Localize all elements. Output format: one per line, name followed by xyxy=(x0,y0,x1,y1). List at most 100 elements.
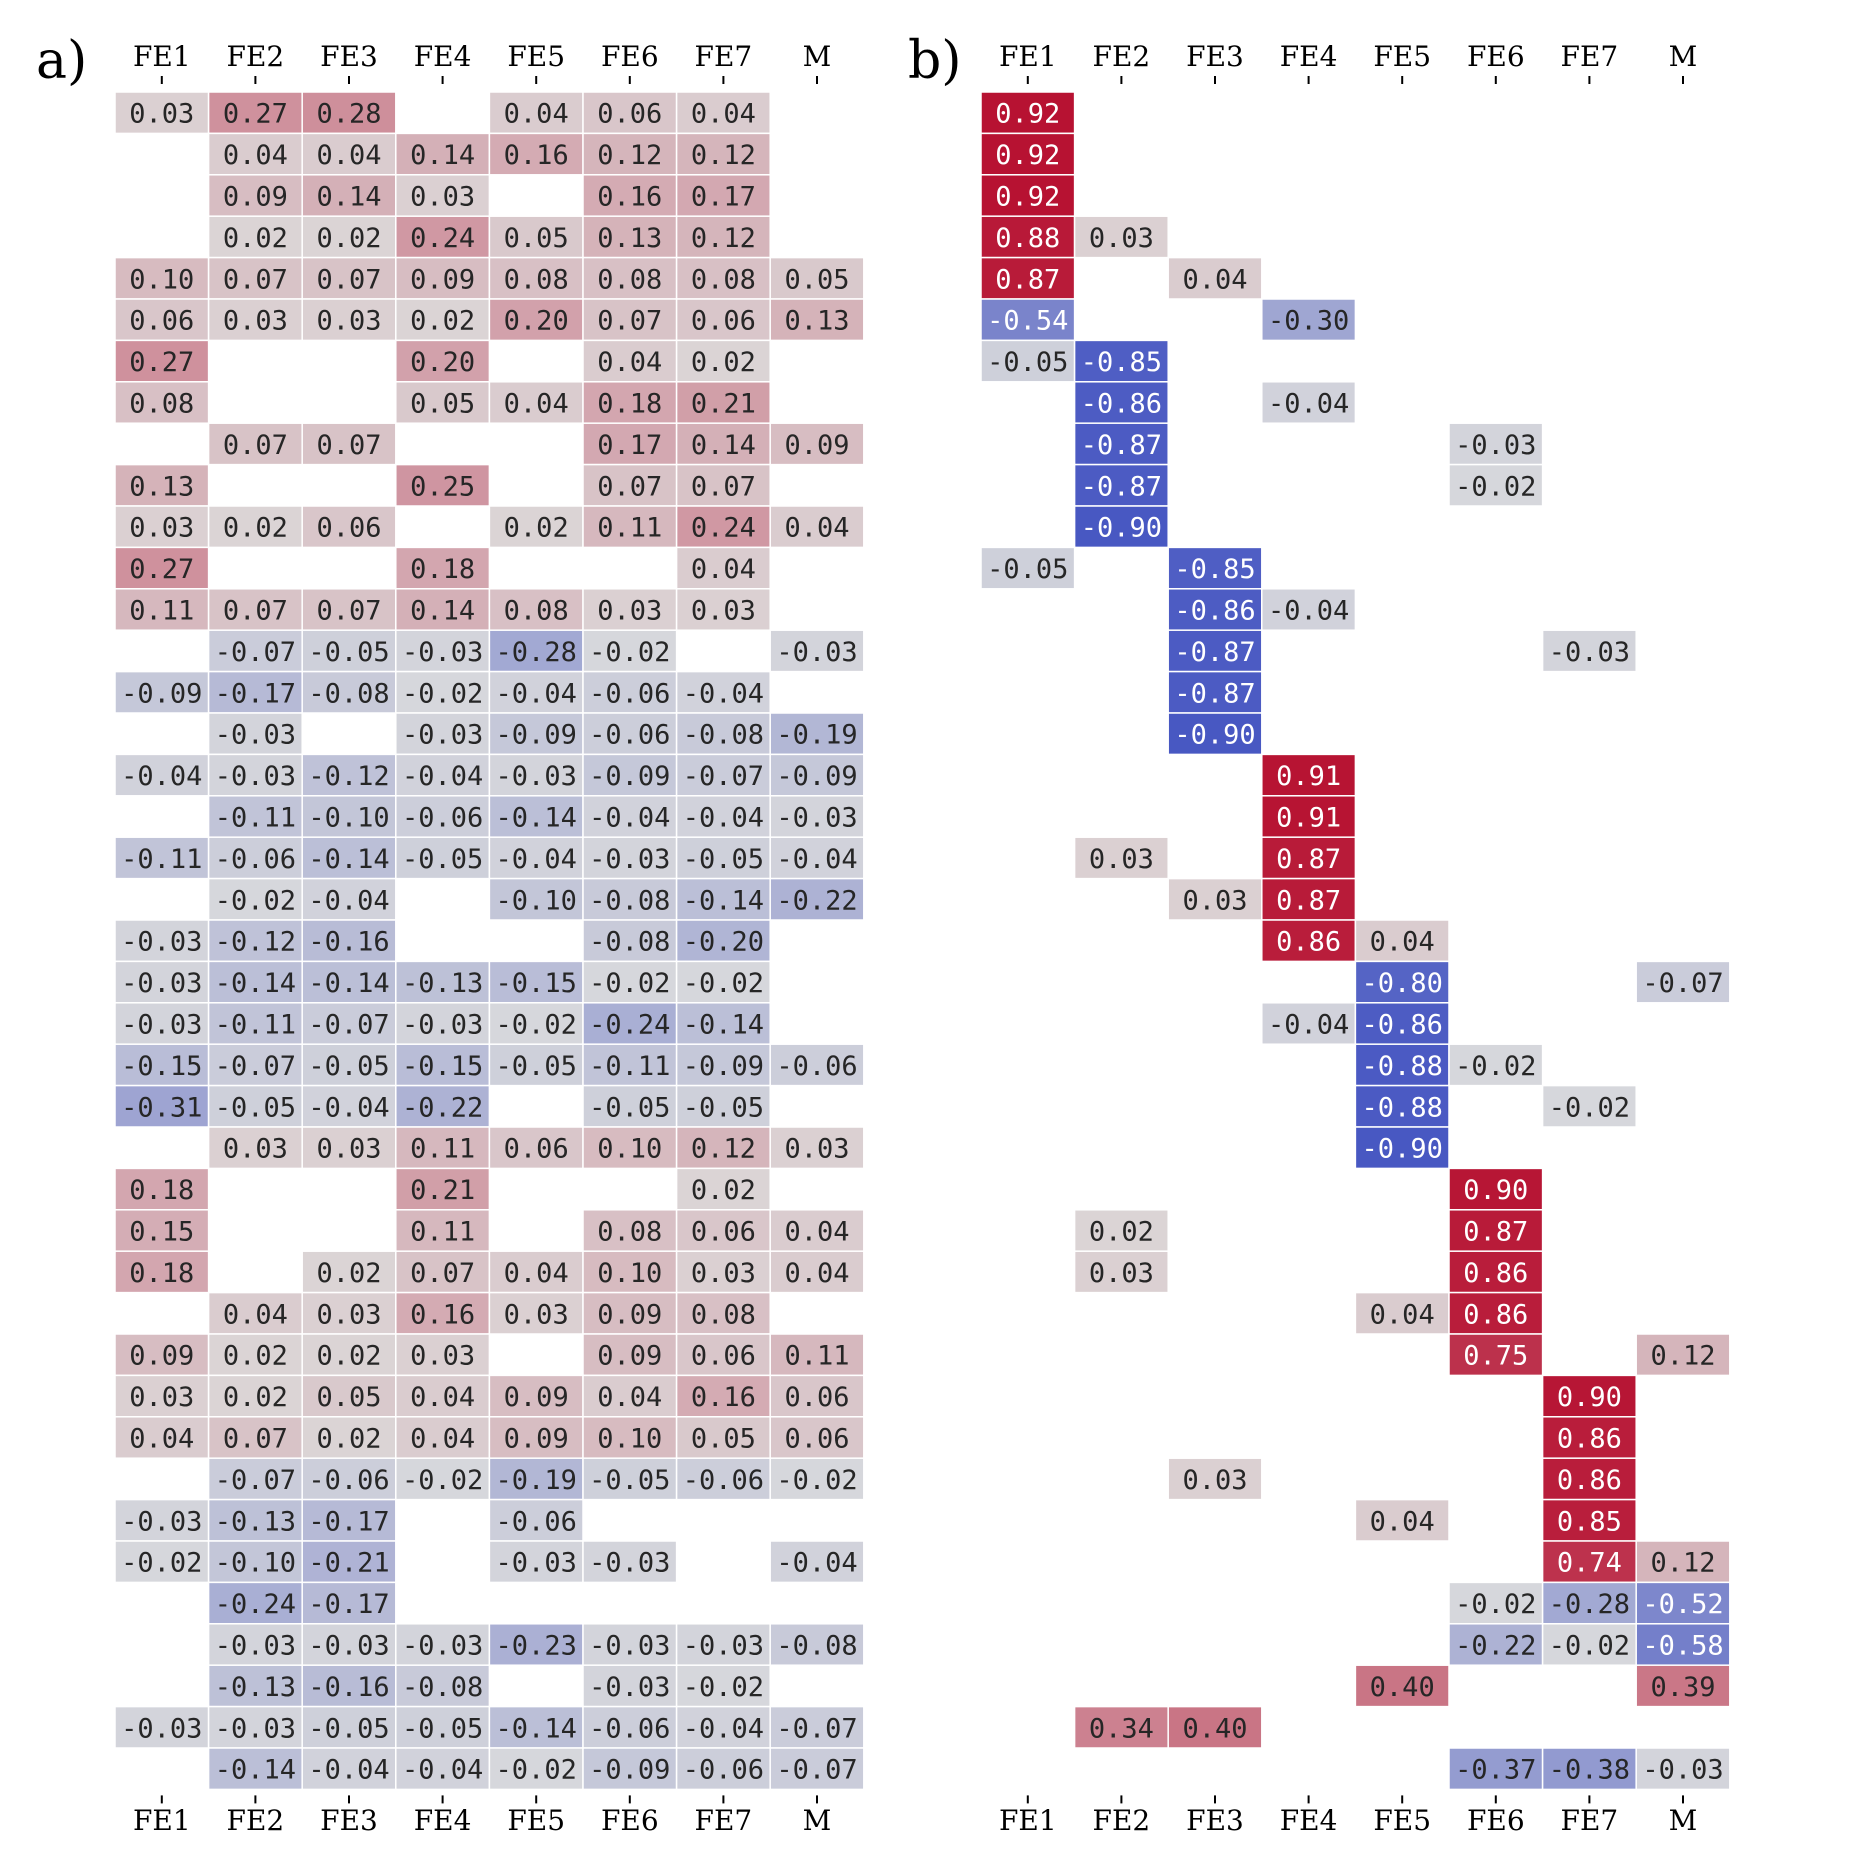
heatmap-cell-a xyxy=(301,588,397,631)
top-tick-label-a-fe3: FE3 xyxy=(320,40,378,73)
heatmap-cell-a xyxy=(769,1043,865,1087)
heatmap-cell-label-b: -0.86 xyxy=(1174,596,1255,627)
heatmap-cell-label-a: 0.09 xyxy=(410,264,475,295)
heatmap-cell-label-b: -0.02 xyxy=(1549,1631,1630,1662)
heatmap-cell-label-a: 0.06 xyxy=(691,306,756,337)
heatmap-cell-label-a: -0.13 xyxy=(215,1506,296,1537)
heatmap-cell-a xyxy=(395,712,491,756)
heatmap-cell-label-a: -0.17 xyxy=(215,678,296,709)
heatmap-cell-a xyxy=(488,753,584,797)
heatmap-cell-b xyxy=(1073,1705,1169,1749)
heatmap-b: FE1 FE1 FE2 FE2 FE3 FE3 FE4 FE4 FE5 FE5 FE6 FE6 FE7 F… xyxy=(980,40,1731,1837)
heatmap-cell-label-b: -0.37 xyxy=(1455,1755,1536,1786)
heatmap-cell-a xyxy=(301,1705,397,1749)
heatmap-cell-label-a: 0.07 xyxy=(316,264,381,295)
heatmap-cell-label-a: -0.05 xyxy=(402,844,483,875)
heatmap-cell-label-a: 0.04 xyxy=(504,1258,569,1289)
heatmap-cell-b xyxy=(1635,1747,1731,1791)
heatmap-cell-label-a: 0.08 xyxy=(504,596,569,627)
heatmap-cell-b xyxy=(1541,1498,1637,1542)
heatmap-cell-label-a: 0.18 xyxy=(410,554,475,585)
heatmap-cell-a xyxy=(395,1747,491,1791)
heatmap-cell-label-b: -0.22 xyxy=(1455,1631,1536,1662)
heatmap-cell-a xyxy=(769,1374,865,1418)
heatmap-cell-label-a: 0.02 xyxy=(691,347,756,378)
heatmap-cell-label-a: 0.11 xyxy=(597,513,662,544)
heatmap-cell-b xyxy=(1541,1374,1637,1418)
heatmap-cell-a xyxy=(582,422,678,466)
heatmap-cell-b xyxy=(980,339,1076,383)
heatmap-cell-label-b: 0.90 xyxy=(1557,1382,1622,1413)
heatmap-cell-a xyxy=(207,1540,303,1584)
heatmap-cell-label-b: 0.85 xyxy=(1557,1506,1622,1537)
heatmap-cell-a xyxy=(207,505,303,549)
heatmap-cell-label-b: -0.28 xyxy=(1549,1589,1630,1620)
top-tick-label-b-fe2: FE2 xyxy=(1093,40,1151,73)
heatmap-cell-label-a: 0.12 xyxy=(691,1134,756,1165)
heatmap-cell-label-a: 0.08 xyxy=(691,264,756,295)
heatmap-cell-label-a: 0.10 xyxy=(129,264,194,295)
heatmap-cell-label-a: -0.03 xyxy=(589,844,670,875)
heatmap-cell-b xyxy=(1167,256,1263,300)
heatmap-cell-label-b: -0.87 xyxy=(1081,471,1162,502)
heatmap-cell-label-a: 0.11 xyxy=(784,1341,849,1372)
heatmap-cell-label-b: 0.12 xyxy=(1650,1341,1715,1372)
heatmap-cell-a xyxy=(582,960,678,1004)
heatmap-cell-label-b: -0.90 xyxy=(1081,513,1162,544)
heatmap-cell-label-a: -0.08 xyxy=(402,1672,483,1703)
heatmap-cell-label-b: -0.02 xyxy=(1455,1051,1536,1082)
heatmap-cell-a xyxy=(675,174,771,217)
heatmap-cell-a xyxy=(301,1416,397,1459)
heatmap-cell-a xyxy=(395,256,491,300)
heatmap-cell-a xyxy=(582,339,678,383)
heatmap-cell-label-a: -0.02 xyxy=(683,968,764,999)
heatmap-cell-a xyxy=(395,836,491,880)
heatmap-cell-a xyxy=(582,670,678,714)
heatmap-cell-label-a: 0.05 xyxy=(316,1382,381,1413)
heatmap-cell-b xyxy=(1354,1498,1450,1542)
heatmap-cell-b xyxy=(1635,1664,1731,1708)
heatmap-cell-label-a: 0.06 xyxy=(691,1217,756,1248)
heatmap-cell-label-a: -0.04 xyxy=(308,885,389,916)
heatmap-cell-label-a: 0.03 xyxy=(410,182,475,213)
heatmap-cell-b xyxy=(980,174,1076,217)
heatmap-cell-label-b: -0.54 xyxy=(987,306,1068,337)
heatmap-cell-a xyxy=(488,629,584,673)
heatmap-cell-a xyxy=(488,1498,584,1542)
heatmap-cell-label-a: 0.04 xyxy=(129,1424,194,1455)
heatmap-cell-a xyxy=(769,795,865,838)
heatmap-cell-label-a: 0.06 xyxy=(129,306,194,337)
heatmap-cell-a xyxy=(114,1374,210,1418)
heatmap-cell-label-b: 0.87 xyxy=(995,264,1060,295)
heatmap-cell-label-a: -0.10 xyxy=(496,885,577,916)
panel-a-label: a) xyxy=(36,31,87,91)
heatmap-cell-label-a: -0.14 xyxy=(308,844,389,875)
heatmap-cell-a xyxy=(582,505,678,549)
heatmap-cell-b xyxy=(1167,629,1263,673)
heatmap-cell-a xyxy=(395,753,491,797)
heatmap-cell-label-a: -0.08 xyxy=(308,678,389,709)
heatmap-cell-label-a: 0.04 xyxy=(504,389,569,420)
heatmap-cell-a xyxy=(488,1002,584,1045)
heatmap-cell-label-a: -0.02 xyxy=(776,1465,857,1496)
heatmap-cell-label-a: -0.03 xyxy=(776,803,857,834)
heatmap-cell-a xyxy=(395,670,491,714)
heatmap-cell-label-b: -0.03 xyxy=(1642,1755,1723,1786)
heatmap-cell-label-a: -0.04 xyxy=(589,803,670,834)
bottom-tick-label-b-fe3: FE3 xyxy=(1186,1804,1244,1837)
heatmap-cell-label-a: 0.02 xyxy=(223,223,288,254)
heatmap-cell-a xyxy=(207,836,303,880)
heatmap-cell-label-a: -0.03 xyxy=(402,1631,483,1662)
heatmap-cell-label-a: 0.13 xyxy=(784,306,849,337)
heatmap-cell-a xyxy=(582,1002,678,1045)
heatmap-cell-a xyxy=(582,1374,678,1418)
heatmap-cell-label-a: 0.20 xyxy=(504,306,569,337)
heatmap-cell-a xyxy=(395,298,491,342)
heatmap-cell-label-a: 0.27 xyxy=(129,347,194,378)
heatmap-cell-label-a: -0.22 xyxy=(402,1092,483,1123)
heatmap-cell-label-a: 0.14 xyxy=(410,596,475,627)
heatmap-cell-b xyxy=(1261,795,1357,838)
heatmap-cell-label-a: 0.11 xyxy=(129,596,194,627)
heatmap-cell-label-a: 0.16 xyxy=(597,182,662,213)
heatmap-cell-a xyxy=(301,753,397,797)
